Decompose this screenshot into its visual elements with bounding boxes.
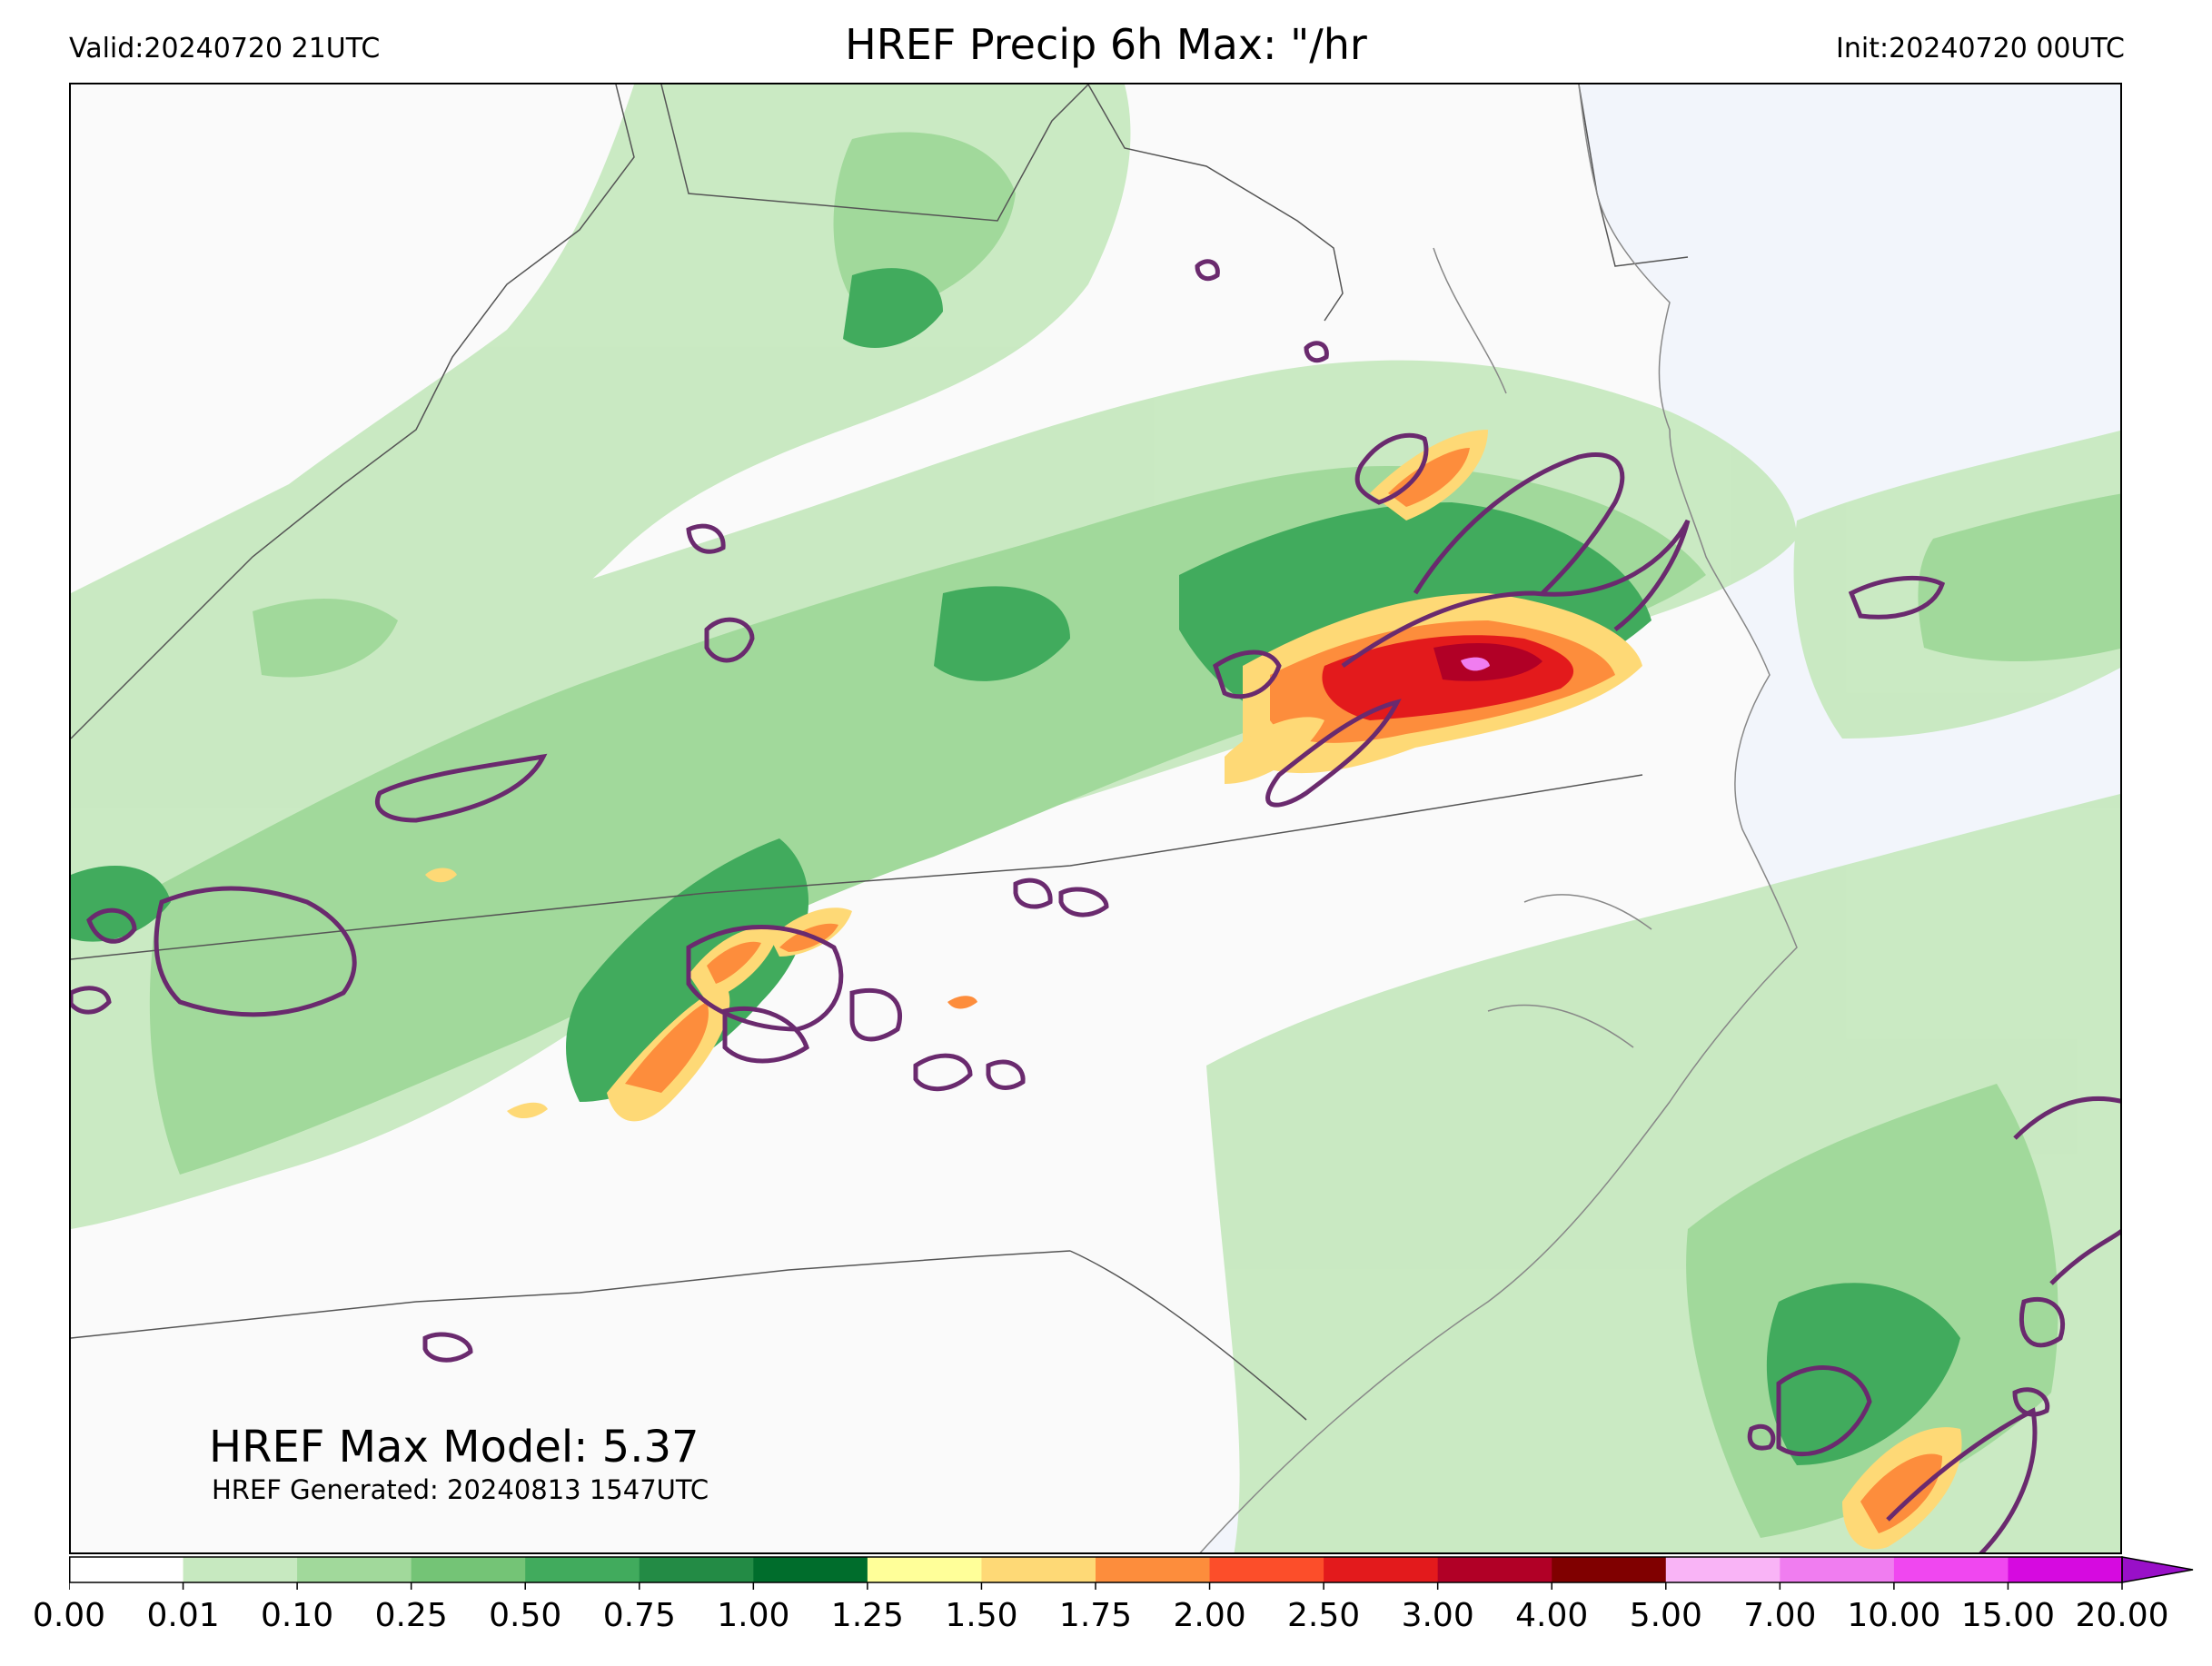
coastline [1199,84,1798,1552]
state-borders [71,84,1689,1421]
colorbar [69,1556,2194,1590]
map-canvas [71,84,2120,1552]
colorbar-segment [411,1557,526,1582]
colorbar-extend-arrow [2121,1556,2194,1583]
colorbar-tick-label: 0.10 [261,1597,334,1634]
colorbar-tick-label: 7.00 [1743,1597,1817,1634]
colorbar-segment [183,1557,298,1582]
colorbar-segment [639,1557,754,1582]
colorbar-tick-label: 1.50 [945,1597,1018,1634]
colorbar-tick-label: 0.75 [602,1597,676,1634]
colorbar-segment [1665,1557,1781,1582]
colorbar-tick-labels: 0.00 0.01 0.10 0.25 0.50 0.75 1.00 1.25 1.50 1.75… [0,1597,2212,1642]
colorbar-segment [525,1557,640,1582]
map-title: HREF Precip 6h Max: "/hr [845,20,1367,69]
precip-map [69,83,2122,1554]
colorbar-tick-label: 1.75 [1058,1597,1133,1634]
colorbar-segment [1552,1557,1667,1582]
colorbar-segment [867,1557,982,1582]
colorbar-tick-label: 0.25 [374,1597,448,1634]
probability-contours [71,259,2120,1552]
colorbar-tick-label: 1.00 [717,1597,790,1634]
colorbar-tick-label: 2.00 [1173,1597,1246,1634]
colorbar-segment [1893,1557,2009,1582]
colorbar-segment [1780,1557,1895,1582]
colorbar-tick-label: 3.00 [1401,1597,1474,1634]
colorbar-tick-label: 0.00 [32,1597,106,1634]
colorbar-segment [753,1557,868,1582]
colorbar-segment [1324,1557,1439,1582]
colorbar-segment [1437,1557,1552,1582]
colorbar-segment [2008,1557,2123,1582]
colorbar-tick-label: 4.00 [1515,1597,1589,1634]
colorbar-segment [1096,1557,1211,1582]
colorbar-segment [69,1557,184,1582]
colorbar-tick-label: 0.50 [489,1597,562,1634]
colorbar-segment [981,1557,1096,1582]
colorbar-tick-label: 15.00 [1960,1597,2055,1634]
colorbar-tick-label: 1.25 [830,1597,904,1634]
generated-annotation: HREF Generated: 20240813 1547UTC [212,1474,709,1505]
colorbar-segment [297,1557,412,1582]
colorbar-tick-label: 2.50 [1287,1597,1361,1634]
max-model-annotation: HREF Max Model: 5.37 [209,1422,699,1473]
valid-time-label: Valid:20240720 21UTC [69,33,381,64]
colorbar-tick-label: 0.01 [146,1597,220,1634]
init-time-label: Init:20240720 00UTC [1836,33,2125,64]
colorbar-tick-label: 5.00 [1629,1597,1702,1634]
colorbar-tick-label: 10.00 [1847,1597,1941,1634]
colorbar-segment [1209,1557,1324,1582]
colorbar-tick-label: 20.00 [2075,1597,2169,1634]
